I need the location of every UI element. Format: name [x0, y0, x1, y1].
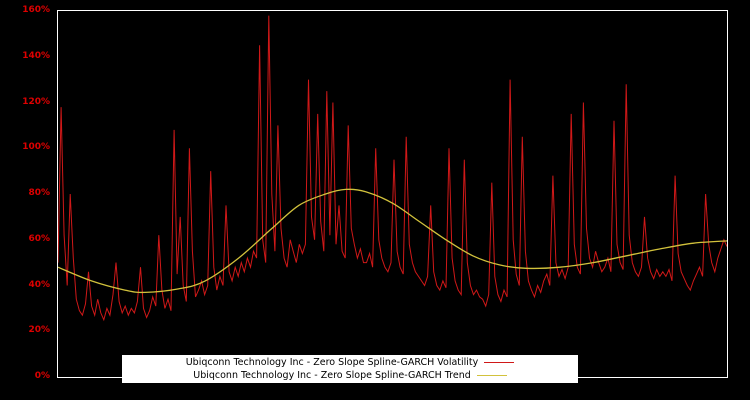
- y-tick-label: 120%: [22, 96, 50, 107]
- y-tick-label: 160%: [22, 5, 50, 15]
- legend: Ubiqconn Technology Inc - Zero Slope Spl…: [122, 355, 578, 383]
- y-tick-label: 80%: [28, 188, 50, 198]
- y-tick-label: 100%: [22, 142, 50, 153]
- volatility-line: [58, 15, 727, 322]
- legend-label-volatility: Ubiqconn Technology Inc - Zero Slope Spl…: [185, 357, 479, 368]
- trend-line: [58, 188, 727, 294]
- y-tick-label: 40%: [28, 279, 50, 290]
- legend-row-volatility: Ubiqconn Technology Inc - Zero Slope Spl…: [122, 356, 578, 369]
- y-tick-label: 140%: [22, 50, 50, 61]
- y-tick-label: 20%: [28, 325, 50, 336]
- plot-area: Ubiqconn Technology Inc - Zero Slope Spl…: [57, 10, 728, 383]
- legend-label-trend: Ubiqconn Technology Inc - Zero Slope Spl…: [193, 370, 471, 381]
- y-tick-label: 0%: [34, 371, 50, 381]
- legend-row-trend: Ubiqconn Technology Inc - Zero Slope Spl…: [122, 369, 578, 382]
- y-axis-labels: 0% 20% 40% 60% 80% 100% 120% 140% 160%: [0, 0, 53, 400]
- plot-canvas: [58, 15, 727, 322]
- y-tick-label: 60%: [28, 233, 50, 244]
- legend-line-volatility-sample: [484, 362, 515, 363]
- legend-line-trend-sample: [476, 375, 507, 376]
